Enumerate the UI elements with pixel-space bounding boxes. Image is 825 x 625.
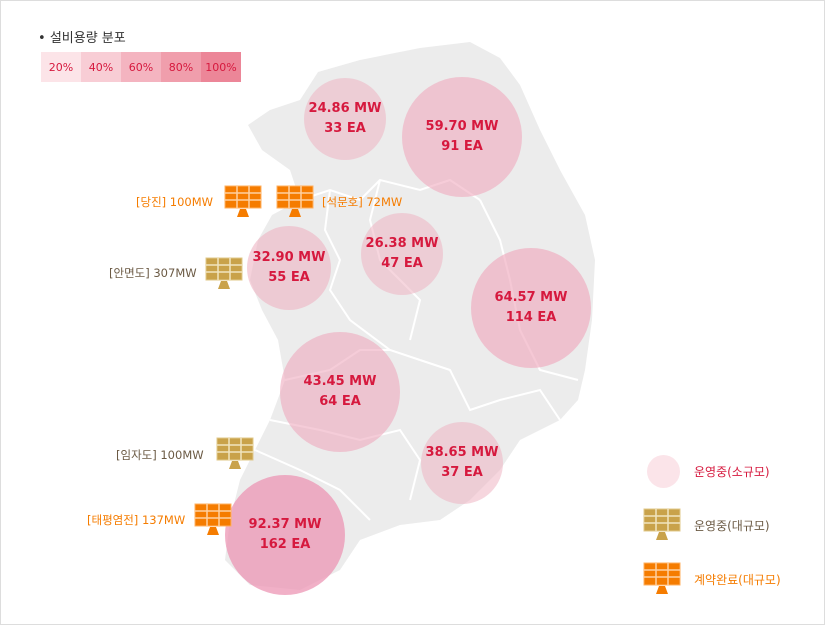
region-ea: 55 EA	[268, 270, 310, 285]
solar-panel-icon[interactable]	[216, 437, 254, 469]
region-mw: 24.86 MW	[308, 101, 382, 116]
region-bubble[interactable]: 26.38 MW 47 EA	[361, 213, 443, 295]
scale-60: 60%	[121, 52, 161, 82]
plant-label-imjado: [임자도] 100MW	[116, 448, 204, 462]
capacity-scale: 20% 40% 60% 80% 100%	[41, 52, 241, 82]
legend-operating-panel-icon	[643, 508, 681, 540]
legend-title: • 설비용량 분포	[38, 31, 126, 46]
scale-80: 80%	[161, 52, 201, 82]
plant-label-seokmunho: [석문호] 72MW	[322, 195, 403, 209]
region-mw: 43.45 MW	[303, 374, 377, 389]
region-bubble[interactable]: 32.90 MW 55 EA	[247, 226, 331, 310]
region-ea: 64 EA	[319, 394, 361, 409]
solar-panel-icon[interactable]	[276, 185, 314, 217]
region-bubble[interactable]: 38.65 MW 37 EA	[421, 422, 503, 504]
region-bubble[interactable]: 64.57 MW 114 EA	[471, 248, 591, 368]
legend-title-text: 설비용량 분포	[49, 31, 126, 46]
legend-bubble-icon	[647, 455, 680, 488]
region-bubble[interactable]: 59.70 MW 91 EA	[402, 77, 522, 197]
region-mw: 26.38 MW	[365, 236, 439, 251]
solar-panel-icon[interactable]	[194, 503, 232, 535]
region-ea: 33 EA	[324, 121, 366, 136]
plant-label-dangjin: [당진] 100MW	[136, 195, 214, 209]
region-mw: 38.65 MW	[425, 445, 499, 460]
legend-contract-panel-icon	[643, 562, 681, 594]
plant-label-anmyeondo: [안면도] 307MW	[109, 266, 197, 280]
region-mw: 32.90 MW	[252, 250, 326, 265]
region-mw: 92.37 MW	[248, 517, 322, 532]
solar-panel-icon[interactable]	[205, 257, 243, 289]
region-bubble[interactable]: 24.86 MW 33 EA	[304, 78, 386, 160]
solar-panel-icon[interactable]	[224, 185, 262, 217]
legend-large: 운영중(대규모)	[694, 519, 770, 533]
region-bubble[interactable]: 43.45 MW 64 EA	[280, 332, 400, 452]
region-ea: 47 EA	[381, 256, 423, 271]
legend-contract: 계약완료(대규모)	[694, 573, 781, 587]
region-ea: 162 EA	[259, 537, 311, 552]
region-bubble[interactable]: 92.37 MW 162 EA	[225, 475, 345, 595]
region-ea: 91 EA	[441, 139, 483, 154]
region-ea: 114 EA	[505, 310, 557, 325]
legend-small: 운영중(소규모)	[694, 465, 770, 479]
scale-40: 40%	[81, 52, 121, 82]
scale-100: 100%	[201, 52, 241, 82]
region-ea: 37 EA	[441, 465, 483, 480]
region-mw: 64.57 MW	[494, 290, 568, 305]
scale-20: 20%	[41, 52, 81, 82]
plant-label-taepyeong: [태평염전] 137MW	[87, 513, 186, 527]
region-mw: 59.70 MW	[425, 119, 499, 134]
